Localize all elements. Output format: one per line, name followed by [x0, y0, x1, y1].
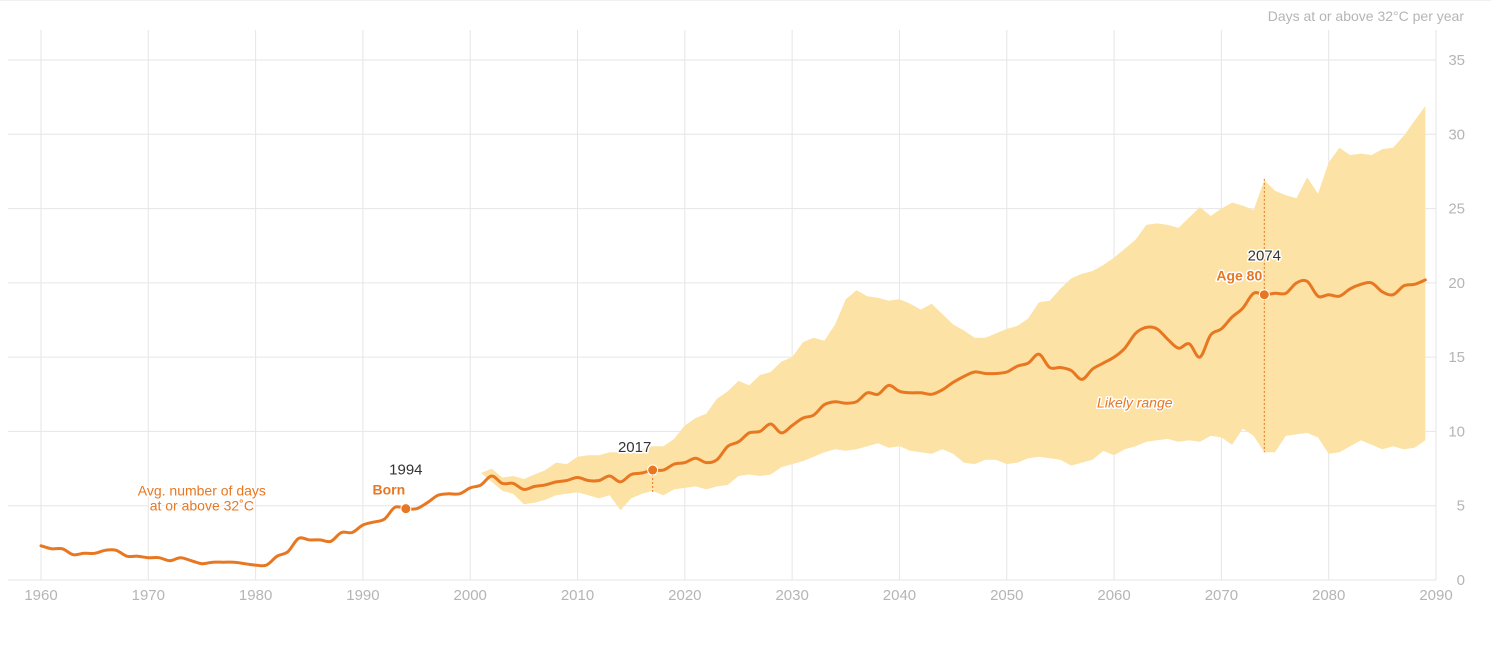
x-tick-1990: 1990	[346, 587, 379, 604]
marker-born	[400, 503, 412, 515]
x-tick-2020: 2020	[668, 587, 701, 604]
series-lines	[39, 278, 1427, 568]
x-tick-2090: 2090	[1419, 587, 1452, 604]
x-tick-2040: 2040	[883, 587, 916, 604]
x-tick-1960: 1960	[24, 587, 57, 604]
y-axis-ticks: 0 5 10 15 20 25 30 35	[1448, 52, 1465, 589]
x-tick-2010: 2010	[561, 587, 594, 604]
y-tick-20: 20	[1448, 275, 1465, 292]
likely-range-area	[481, 106, 1426, 511]
y-tick-10: 10	[1448, 423, 1465, 440]
series-line-avg	[39, 278, 1427, 568]
marker-now	[647, 464, 659, 476]
markers	[400, 289, 1270, 515]
annotation-label-born: Born	[373, 482, 406, 498]
likely-range-label: Likely range	[1097, 395, 1173, 411]
drop-lines	[652, 178, 1265, 494]
x-tick-2080: 2080	[1312, 587, 1345, 604]
annotation-avg-line-2: at or above 32˚C	[150, 498, 254, 514]
y-tick-5: 5	[1457, 498, 1465, 515]
annotation-year-age80: 2074	[1248, 248, 1281, 265]
annotation-label-age80: Age 80	[1216, 268, 1262, 284]
x-tick-1980: 1980	[239, 587, 272, 604]
x-tick-1970: 1970	[132, 587, 165, 604]
x-tick-2060: 2060	[1097, 587, 1130, 604]
annotation-avg-line-1: Avg. number of days	[138, 483, 266, 499]
y-tick-30: 30	[1448, 126, 1465, 143]
y-tick-35: 35	[1448, 52, 1465, 69]
y-tick-0: 0	[1457, 572, 1465, 589]
x-tick-2030: 2030	[775, 587, 808, 604]
x-tick-2070: 2070	[1205, 587, 1238, 604]
annotation-year-born: 1994	[389, 462, 422, 479]
marker-age80	[1258, 289, 1270, 301]
x-tick-2050: 2050	[990, 587, 1023, 604]
y-tick-15: 15	[1448, 349, 1465, 366]
likely-range-band	[481, 106, 1426, 511]
x-axis-ticks: 1960 1970 1980 1990 2000 2010 2020 2030 2040 2050…	[24, 587, 1452, 604]
annotation-year-now: 2017	[618, 439, 651, 456]
y-axis-label: Days at or above 32°C per year	[1268, 8, 1465, 24]
x-tick-2000: 2000	[454, 587, 487, 604]
y-tick-25: 25	[1448, 201, 1465, 218]
